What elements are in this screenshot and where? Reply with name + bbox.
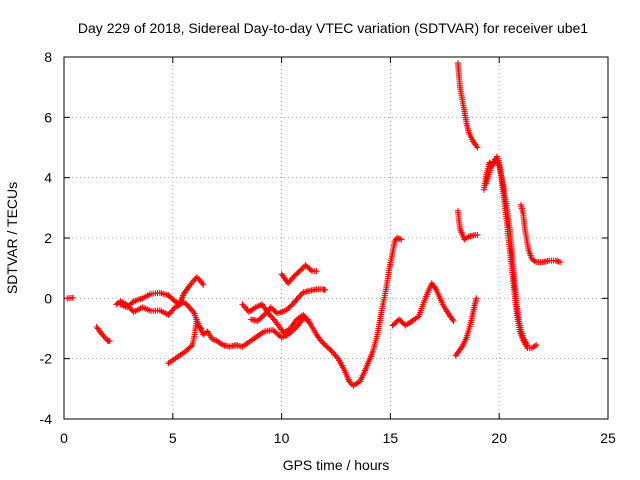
y-tick-label: 6 xyxy=(44,109,52,125)
data-point xyxy=(450,317,457,324)
data-point xyxy=(195,275,202,282)
y-tick-label: 4 xyxy=(44,170,52,186)
data-point xyxy=(473,295,480,302)
data-point xyxy=(327,346,334,353)
y-tick-label: -4 xyxy=(40,411,53,427)
series-arc-3 xyxy=(113,298,205,332)
data-point xyxy=(313,268,320,275)
data-point xyxy=(398,236,405,243)
series-arc-9 xyxy=(389,280,457,329)
x-tick-label: 0 xyxy=(60,430,68,446)
data-point xyxy=(307,266,314,273)
series-arc-10 xyxy=(452,295,480,359)
data-point xyxy=(524,342,531,349)
data-point xyxy=(128,306,135,313)
data-point xyxy=(188,343,195,350)
data-point xyxy=(557,259,564,266)
data-point xyxy=(322,286,329,293)
x-tick-label: 20 xyxy=(491,430,507,446)
x-axis-label: GPS time / hours xyxy=(283,457,390,473)
x-tick-labels: 0 5 10 15 20 25 xyxy=(60,430,616,446)
data-point xyxy=(474,144,481,151)
data-point xyxy=(69,294,76,301)
data-points xyxy=(64,60,564,389)
data-point xyxy=(129,299,136,306)
y-tick-label: 2 xyxy=(44,230,52,246)
data-point xyxy=(320,340,327,347)
grid-lines xyxy=(64,57,608,419)
series-arc-5 xyxy=(165,235,405,389)
series-arc-14 xyxy=(483,156,531,349)
data-point xyxy=(200,281,207,288)
x-tick-label: 25 xyxy=(600,430,616,446)
data-point xyxy=(474,231,481,238)
y-tick-label: 0 xyxy=(44,290,52,306)
series-arc-11 xyxy=(454,207,481,243)
y-tick-label: 8 xyxy=(44,49,52,65)
data-point xyxy=(106,338,113,345)
series-arc-15 xyxy=(517,201,564,266)
y-tick-label: -2 xyxy=(40,351,53,367)
series-arc-4 xyxy=(117,274,207,311)
series-arc-8 xyxy=(278,262,320,287)
data-point xyxy=(304,317,311,324)
series-arc-1 xyxy=(64,294,76,302)
x-tick-label: 15 xyxy=(383,430,399,446)
data-point xyxy=(259,313,266,320)
series-arc-2 xyxy=(93,323,113,345)
plot-frame xyxy=(63,56,609,420)
series-arc-6 xyxy=(239,301,311,337)
data-point xyxy=(296,267,303,274)
data-point xyxy=(297,292,304,299)
data-point xyxy=(533,342,540,349)
y-axis-label: SDTVAR / TECUs xyxy=(4,182,20,294)
series-arc-12 xyxy=(454,60,481,151)
x-tick-label: 5 xyxy=(169,430,177,446)
x-tick-label: 10 xyxy=(274,430,290,446)
chart-title: Day 229 of 2018, Sidereal Day-to-day VTE… xyxy=(78,20,588,36)
series-arc-7 xyxy=(248,286,329,324)
y-tick-labels: -4 -2 0 2 4 6 8 xyxy=(40,49,53,427)
data-point xyxy=(288,302,295,309)
